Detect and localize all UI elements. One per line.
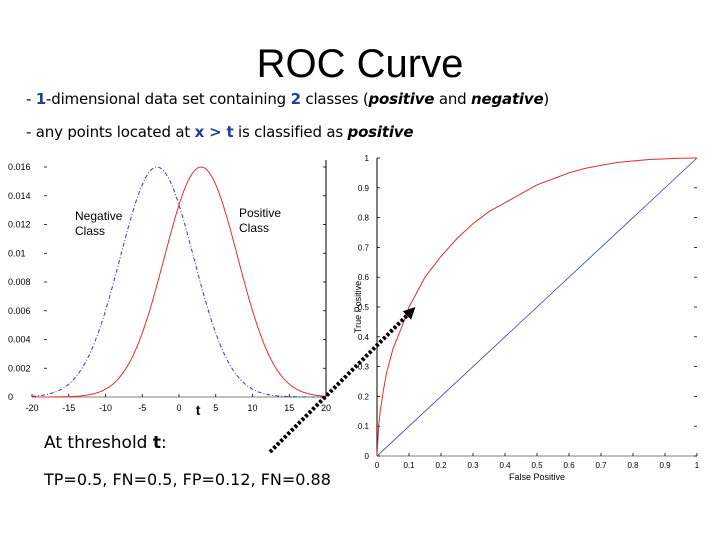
bullet-1-and: and <box>434 90 472 108</box>
bullet-2-positive: positive <box>347 123 414 141</box>
roc-y-tick-label: 0.5 <box>358 303 370 312</box>
dist-y-tick-label: 0.002 <box>8 363 31 373</box>
positive-class-curve <box>32 166 327 398</box>
dist-x-tick-label: 20 <box>321 403 331 413</box>
negative-class-curve <box>31 166 326 398</box>
roc-x-axis-label: False Positive <box>509 472 565 482</box>
roc-x-tick-label: 0.9 <box>659 461 671 470</box>
dist-x-tick-label: 0 <box>176 403 181 413</box>
roc-y-tick-label: 0.6 <box>358 273 370 282</box>
roc-curve <box>376 157 698 457</box>
dist-y-tick-label: 0.004 <box>8 335 31 345</box>
roc-x-tick-label: 0.5 <box>531 461 543 470</box>
roc-y-tick-label: 0.7 <box>358 243 370 252</box>
threshold-variable: t <box>152 433 162 453</box>
dist-y-tick-label: 0.008 <box>8 277 31 287</box>
dist-y-tick-label: 0.006 <box>8 306 31 316</box>
roc-x-tick-label: 0.1 <box>403 461 415 470</box>
bullet-1-positive: positive <box>368 90 435 108</box>
dist-x-tick-label: -20 <box>25 403 38 413</box>
bullet-1-close: ) <box>543 90 550 108</box>
roc-y-tick-label: 0.9 <box>358 184 370 193</box>
bullet-1-negative: negative <box>471 90 544 108</box>
dist-x-tick-label: 15 <box>284 403 294 413</box>
dist-y-tick-label: 0 <box>8 392 13 402</box>
bullet-2-text-a: - any points located at <box>26 123 195 141</box>
roc-x-tick-label: 0.7 <box>595 461 607 470</box>
roc-y-tick-label: 0.8 <box>358 214 370 223</box>
roc-y-tick-label: 0 <box>365 452 370 461</box>
dist-x-tick-label: -10 <box>99 403 112 413</box>
bullet-1-dimension: 1 <box>35 90 47 108</box>
dist-y-tick-label: 0.012 <box>8 220 31 230</box>
threshold-t-label: t <box>196 402 201 418</box>
threshold-heading-text: At threshold <box>44 433 153 453</box>
roc-y-tick-label: 0.4 <box>358 333 370 342</box>
bullet-1-text-a: -dimensional data set containing <box>46 90 291 108</box>
threshold-heading: At threshold t: <box>44 433 167 453</box>
bullet-2: - any points located at x > t is classif… <box>26 123 414 141</box>
roc-y-axis-label: True Positive <box>353 281 363 333</box>
roc-y-tick-label: 0.2 <box>358 392 370 401</box>
bullet-2-condition: x > t <box>194 123 234 141</box>
dist-y-tick-label: 0.01 <box>8 248 26 258</box>
bullet-1-class-count: 2 <box>290 90 301 108</box>
negative-class-label: Negative <box>75 209 123 223</box>
roc-x-tick-label: 0 <box>375 461 380 470</box>
roc-y-tick-label: 1 <box>365 154 370 163</box>
bullet-1-text-b: classes ( <box>300 90 369 108</box>
threshold-colon: : <box>161 433 167 453</box>
roc-y-tick-label: 0.3 <box>358 363 370 372</box>
dist-x-tick-label: 10 <box>247 403 257 413</box>
bullet-2-text-b: is classified as <box>233 123 348 141</box>
roc-x-tick-label: 0.8 <box>627 461 639 470</box>
dist-x-tick-label: -5 <box>138 403 146 413</box>
roc-x-tick-label: 1 <box>695 461 700 470</box>
roc-x-tick-label: 0.3 <box>467 461 479 470</box>
threshold-arrow <box>268 310 412 454</box>
threshold-values: TP=0.5, FN=0.5, FP=0.12, FN=0.88 <box>44 470 331 489</box>
positive-class-label: Positive <box>239 206 281 220</box>
roc-x-tick-label: 0.6 <box>563 461 575 470</box>
roc-x-tick-label: 0.4 <box>499 461 511 470</box>
dist-y-tick-label: 0.016 <box>8 162 31 172</box>
random-diagonal <box>376 157 698 457</box>
positive-class-label-2: Class <box>239 221 269 235</box>
dist-y-tick-label: 0.014 <box>8 191 31 201</box>
bullet-1-dash: - <box>26 90 36 108</box>
threshold-arrow-head <box>402 307 416 320</box>
page-title: ROC Curve <box>256 42 464 86</box>
roc-x-tick-label: 0.2 <box>435 461 447 470</box>
bullet-1: - 1-dimensional data set containing 2 cl… <box>26 90 549 108</box>
dist-x-tick-label: 5 <box>213 403 218 413</box>
negative-class-label-2: Class <box>75 224 105 238</box>
roc-y-tick-label: 0.1 <box>358 422 370 431</box>
dist-x-tick-label: -15 <box>62 403 75 413</box>
